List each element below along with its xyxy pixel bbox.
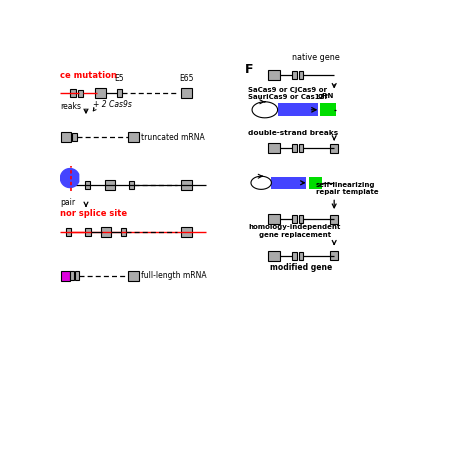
Bar — [117, 90, 122, 97]
Text: homology-independent: homology-independent — [248, 224, 341, 230]
Bar — [84, 228, 91, 236]
Text: full-length mRNA: full-length mRNA — [141, 272, 206, 280]
FancyArrowPatch shape — [93, 108, 96, 111]
Bar — [105, 180, 115, 190]
Text: SauriCas9 or Cas12f: SauriCas9 or Cas12f — [248, 94, 328, 100]
Bar — [101, 227, 111, 237]
Bar — [299, 71, 303, 79]
Bar — [292, 215, 297, 223]
Text: E65: E65 — [179, 74, 193, 83]
Bar — [268, 70, 280, 80]
Bar — [299, 215, 303, 223]
Bar — [70, 90, 76, 97]
Bar — [181, 227, 192, 237]
Bar — [292, 144, 297, 152]
Bar — [330, 215, 338, 224]
Text: gene replacement: gene replacement — [259, 232, 331, 237]
Bar — [121, 228, 126, 236]
Text: SaCas9 or CjCas9 or: SaCas9 or CjCas9 or — [248, 87, 328, 93]
Text: + 2 Cas9s: + 2 Cas9s — [93, 100, 132, 109]
Text: reaks: reaks — [61, 101, 82, 110]
Bar — [268, 143, 280, 153]
Bar — [278, 103, 318, 117]
Text: repair template: repair template — [316, 189, 379, 195]
Bar — [268, 214, 280, 224]
Bar — [61, 271, 70, 281]
Bar — [330, 144, 338, 153]
Text: ce mutation: ce mutation — [61, 71, 117, 80]
Bar — [299, 144, 303, 152]
Bar — [66, 228, 71, 236]
Bar — [78, 90, 83, 97]
Bar — [85, 181, 91, 189]
Bar — [181, 180, 192, 190]
Text: native gene: native gene — [292, 54, 340, 63]
Bar — [320, 103, 336, 117]
Bar — [309, 177, 322, 189]
Text: modified gene: modified gene — [270, 263, 333, 272]
Bar — [292, 71, 297, 79]
Text: nor splice site: nor splice site — [61, 209, 128, 218]
Bar — [292, 252, 297, 260]
Text: double-strand breaks: double-strand breaks — [248, 130, 338, 136]
Text: truncated mRNA: truncated mRNA — [141, 133, 204, 142]
Text: pair: pair — [61, 199, 75, 207]
Bar — [75, 272, 80, 280]
Bar — [181, 88, 192, 99]
Bar — [330, 251, 338, 260]
Polygon shape — [61, 169, 79, 188]
Bar — [128, 132, 139, 142]
Text: E5: E5 — [115, 74, 124, 83]
Bar — [129, 181, 134, 189]
Bar — [272, 177, 306, 189]
Bar — [299, 252, 303, 260]
Bar — [268, 251, 280, 261]
Bar — [95, 88, 106, 99]
Bar — [61, 132, 72, 142]
Bar — [70, 272, 74, 280]
Text: gRN: gRN — [318, 93, 334, 99]
Text: F: F — [245, 63, 253, 76]
Text: self-linearizing: self-linearizing — [316, 182, 375, 188]
Bar — [128, 271, 139, 281]
Bar — [72, 133, 77, 141]
